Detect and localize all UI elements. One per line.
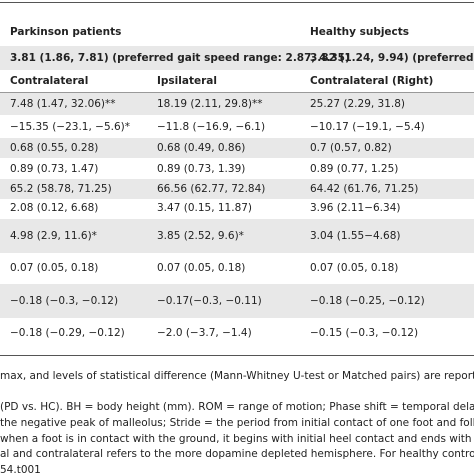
column-header: Ipsilateral bbox=[157, 75, 217, 87]
rule bbox=[0, 355, 474, 356]
footnote: the negative peak of malleolus; Stride =… bbox=[0, 417, 474, 429]
cell: 0.89 (0.77, 1.25) bbox=[310, 163, 399, 175]
footnote: max, and levels of statistical differenc… bbox=[0, 370, 474, 382]
cell: 3.47 (0.15, 11.87) bbox=[157, 202, 253, 214]
cell: 66.56 (62.77, 72.84) bbox=[157, 183, 266, 195]
cell: 0.68 (0.55, 0.28) bbox=[10, 142, 99, 154]
footnote: 54.t001 bbox=[0, 464, 41, 474]
cell: 3.85 (2.52, 9.6)* bbox=[157, 230, 244, 242]
row-shade bbox=[0, 179, 474, 199]
rule bbox=[0, 2, 474, 3]
cell: −0.18 (−0.3, −0.12) bbox=[10, 295, 119, 307]
footnote: when a foot is in contact with the groun… bbox=[0, 433, 474, 445]
row-shade bbox=[0, 138, 474, 158]
row-shade bbox=[0, 284, 474, 318]
cell: 64.42 (61.76, 71.25) bbox=[310, 183, 419, 195]
cell: 0.89 (0.73, 1.39) bbox=[157, 163, 246, 175]
cell: 0.68 (0.49, 0.86) bbox=[157, 142, 246, 154]
summary: 3.81 (1.86, 7.81) (preferred gait speed … bbox=[10, 52, 350, 64]
group-header: Parkinson patients bbox=[10, 26, 122, 38]
summary: 3.82 (1.24, 9.94) (preferred gait bbox=[310, 52, 474, 64]
cell: 0.07 (0.05, 0.18) bbox=[157, 262, 246, 274]
cell: 0.89 (0.73, 1.47) bbox=[10, 163, 99, 175]
cell: −0.18 (−0.29, −0.12) bbox=[10, 327, 125, 339]
row-shade bbox=[0, 46, 474, 70]
cell: 0.7 (0.57, 0.82) bbox=[310, 142, 392, 154]
cell: 2.08 (0.12, 6.68) bbox=[10, 202, 99, 214]
column-header: Contralateral (Right) bbox=[310, 75, 434, 87]
cell: −0.17(−0.3, −0.11) bbox=[157, 295, 262, 307]
cell: −10.17 (−19.1, −5.4) bbox=[310, 121, 425, 133]
footnote: (PD vs. HC). BH = body height (mm). ROM … bbox=[0, 401, 474, 413]
cell: −2.0 (−3.7, −1.4) bbox=[157, 327, 252, 339]
row-shade bbox=[0, 93, 474, 115]
cell: 3.04 (1.55−4.68) bbox=[310, 230, 401, 242]
cell: −15.35 (−23.1, −5.6)* bbox=[10, 121, 130, 133]
cell: −0.15 (−0.3, −0.12) bbox=[310, 327, 419, 339]
cell: −0.18 (−0.25, −0.12) bbox=[310, 295, 425, 307]
group-header: Healthy subjects bbox=[310, 26, 410, 38]
cell: 65.2 (58.78, 71.25) bbox=[10, 183, 112, 195]
cell: 4.98 (2.9, 11.6)* bbox=[10, 230, 97, 242]
cell: −11.8 (−16.9, −6.1) bbox=[157, 121, 266, 133]
row-shade bbox=[0, 219, 474, 253]
rule bbox=[0, 92, 474, 93]
column-header: Contralateral bbox=[10, 75, 89, 87]
cell: 3.96 (2.11−6.34) bbox=[310, 202, 401, 214]
footnote: al and contralateral refers to the more … bbox=[0, 448, 474, 460]
cell: 0.07 (0.05, 0.18) bbox=[310, 262, 399, 274]
cell: 7.48 (1.47, 32.06)** bbox=[10, 98, 116, 110]
cell: 18.19 (2.11, 29.8)** bbox=[157, 98, 263, 110]
cell: 0.07 (0.05, 0.18) bbox=[10, 262, 99, 274]
cell: 25.27 (2.29, 31.8) bbox=[310, 98, 406, 110]
